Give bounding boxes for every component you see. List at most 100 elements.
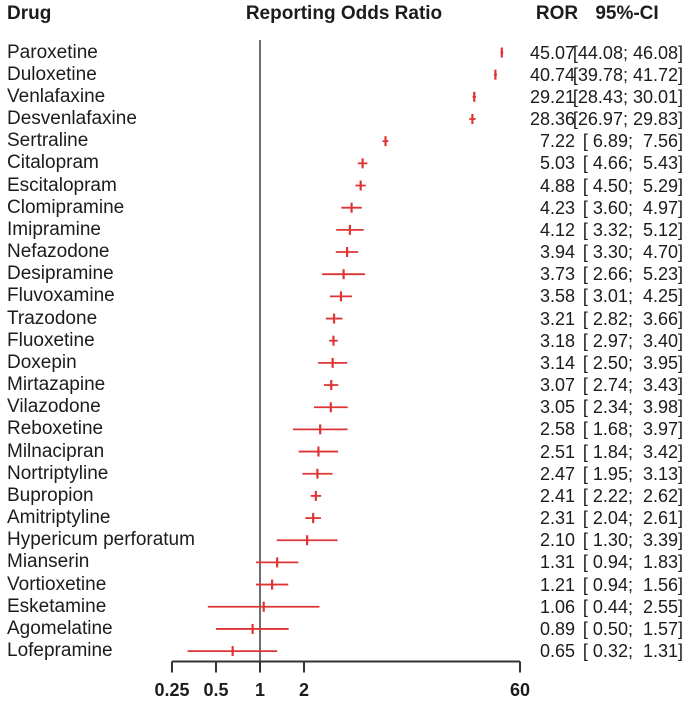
forest-row: Imipramine 4.12 [ 3.32; 5.12] (0, 219, 685, 241)
forest-row: Desvenlafaxine 28.36 [26.97; 29.83] (0, 108, 685, 130)
ci-value: [ 3.30; 4.70] (582, 242, 683, 263)
drug-label: Sertraline (7, 130, 89, 152)
forest-row: Trazodone 3.21 [ 2.82; 3.66] (0, 308, 685, 330)
ci-value: [ 4.66; 5.43] (582, 153, 683, 174)
ci-value: [ 0.94; 1.56] (582, 574, 683, 595)
drug-label: Fluvoxamine (7, 285, 115, 307)
ror-value: 3.58 (539, 286, 575, 307)
column-header-ci: 95%-CI (595, 3, 659, 24)
x-axis-tick-label: 0.5 (203, 680, 228, 700)
drug-label: Doxepin (7, 351, 77, 373)
ror-value: 0.65 (539, 641, 575, 662)
drug-label: Vortioxetine (7, 573, 107, 595)
ci-value: [ 3.60; 4.97] (582, 197, 683, 218)
forest-row: Desipramine 3.73 [ 2.66; 5.23] (0, 263, 685, 285)
ci-value: [ 0.50; 1.57] (582, 618, 683, 639)
drug-label: Nefazodone (7, 241, 110, 263)
forest-row: Mirtazapine 3.07 [ 2.74; 3.43] (0, 374, 685, 396)
ror-value: 1.31 (539, 552, 575, 573)
drug-label: Mirtazapine (7, 374, 106, 396)
drug-label: Esketamine (7, 595, 107, 617)
ror-value: 2.47 (539, 463, 575, 484)
ror-value: 5.03 (539, 153, 575, 174)
ci-value: [ 0.44; 2.55] (582, 596, 683, 617)
forest-row: Nefazodone 3.94 [ 3.30; 4.70] (0, 241, 685, 263)
drug-label: Nortriptyline (7, 462, 109, 484)
drug-label: Fluoxetine (7, 329, 95, 351)
ci-value: [ 4.50; 5.29] (582, 175, 683, 196)
forest-row: Mianserin 1.31 [ 0.94; 1.83] (0, 551, 685, 573)
ci-value: [ 1.30; 3.39] (582, 530, 683, 551)
ci-value: [ 2.66; 5.23] (582, 264, 683, 285)
ror-value: 3.05 (539, 397, 575, 418)
drug-label: Agomelatine (7, 617, 113, 639)
forest-row: Hypericum perforatum 2.10 [ 1.30; 3.39] (0, 529, 685, 551)
ror-value: 45.07 (529, 42, 575, 63)
drug-label: Amitriptyline (7, 507, 111, 529)
drug-label: Hypericum perforatum (7, 529, 195, 551)
ci-value: [ 1.68; 3.97] (582, 419, 683, 440)
forest-row: Milnacipran 2.51 [ 1.84; 3.42] (0, 441, 685, 463)
drug-label: Imipramine (7, 218, 101, 240)
ci-value: [ 0.32; 1.31] (582, 641, 683, 662)
forest-row: Amitriptyline 2.31 [ 2.04; 2.61] (0, 507, 685, 529)
x-axis-tick-label: 1 (255, 680, 265, 700)
forest-row: Bupropion 2.41 [ 2.22; 2.62] (0, 485, 685, 507)
ci-value: [ 2.82; 3.66] (582, 308, 683, 329)
forest-row: Vortioxetine 1.21 [ 0.94; 1.56] (0, 574, 685, 596)
ci-value: [ 2.97; 3.40] (582, 330, 683, 351)
ror-value: 3.07 (539, 375, 575, 396)
ci-value: [44.08; 46.08] (572, 42, 683, 63)
ci-value: [ 6.89; 7.56] (582, 131, 683, 152)
ror-value: 0.89 (539, 618, 575, 639)
ror-value: 2.51 (539, 441, 575, 462)
drug-label: Paroxetine (7, 41, 98, 63)
ci-value: [ 2.50; 3.95] (582, 352, 683, 373)
ror-value: 28.36 (529, 109, 575, 129)
ci-value: [ 2.04; 2.61] (582, 508, 683, 529)
ror-value: 2.10 (539, 530, 575, 551)
forest-row: Agomelatine 0.89 [ 0.50; 1.57] (0, 618, 685, 640)
column-header-ror: ROR (535, 3, 579, 24)
forest-row: Vilazodone 3.05 [ 2.34; 3.98] (0, 396, 685, 418)
ror-value: 3.94 (539, 242, 575, 263)
ci-value: [ 0.94; 1.83] (582, 552, 683, 573)
drug-label: Escitalopram (7, 174, 117, 196)
ror-value: 4.23 (539, 197, 575, 218)
ror-value: 3.14 (539, 352, 575, 373)
ror-value: 29.21 (529, 86, 575, 107)
ror-value: 3.21 (539, 308, 575, 329)
ror-value: 40.74 (529, 64, 575, 85)
x-axis-tick-label: 60 (510, 680, 530, 700)
ror-value: 4.88 (539, 175, 575, 196)
drug-label: Mianserin (7, 551, 90, 573)
ci-value: [ 1.95; 3.13] (582, 463, 683, 484)
ci-value: [ 2.74; 3.43] (582, 375, 683, 396)
ror-value: 3.18 (539, 330, 575, 351)
drug-label: Clomipramine (7, 196, 125, 218)
forest-row: Citalopram 5.03 [ 4.66; 5.43] (0, 152, 685, 174)
forest-row: Fluoxetine 3.18 [ 2.97; 3.40] (0, 330, 685, 352)
ror-value: 1.21 (539, 574, 575, 595)
forest-row: Esketamine 1.06 [ 0.44; 2.55] (0, 596, 685, 618)
column-header-drug: Drug (7, 3, 52, 24)
ror-value: 2.41 (539, 485, 575, 506)
ci-value: [ 2.22; 2.62] (582, 485, 683, 506)
ror-value: 1.06 (539, 596, 575, 617)
forest-row: Reboxetine 2.58 [ 1.68; 3.97] (0, 418, 685, 440)
drug-label: Desipramine (7, 263, 114, 285)
forest-row: Duloxetine 40.74 [39.78; 41.72] (0, 64, 685, 86)
drug-label: Vilazodone (7, 396, 101, 418)
forest-row: Lofepramine 0.65 [ 0.32; 1.31] (0, 640, 685, 662)
forest-row: Paroxetine 45.07 [44.08; 46.08] (0, 42, 685, 64)
drug-label: Desvenlafaxine (7, 108, 137, 129)
ci-value: [26.97; 29.83] (572, 109, 683, 129)
ror-value: 7.22 (539, 131, 575, 152)
forest-row: Sertraline 7.22 [ 6.89; 7.56] (0, 130, 685, 152)
drug-label: Milnacipran (7, 440, 105, 462)
column-header-plot-title: Reporting Odds Ratio (245, 3, 443, 24)
ci-value: [ 2.34; 3.98] (582, 397, 683, 418)
